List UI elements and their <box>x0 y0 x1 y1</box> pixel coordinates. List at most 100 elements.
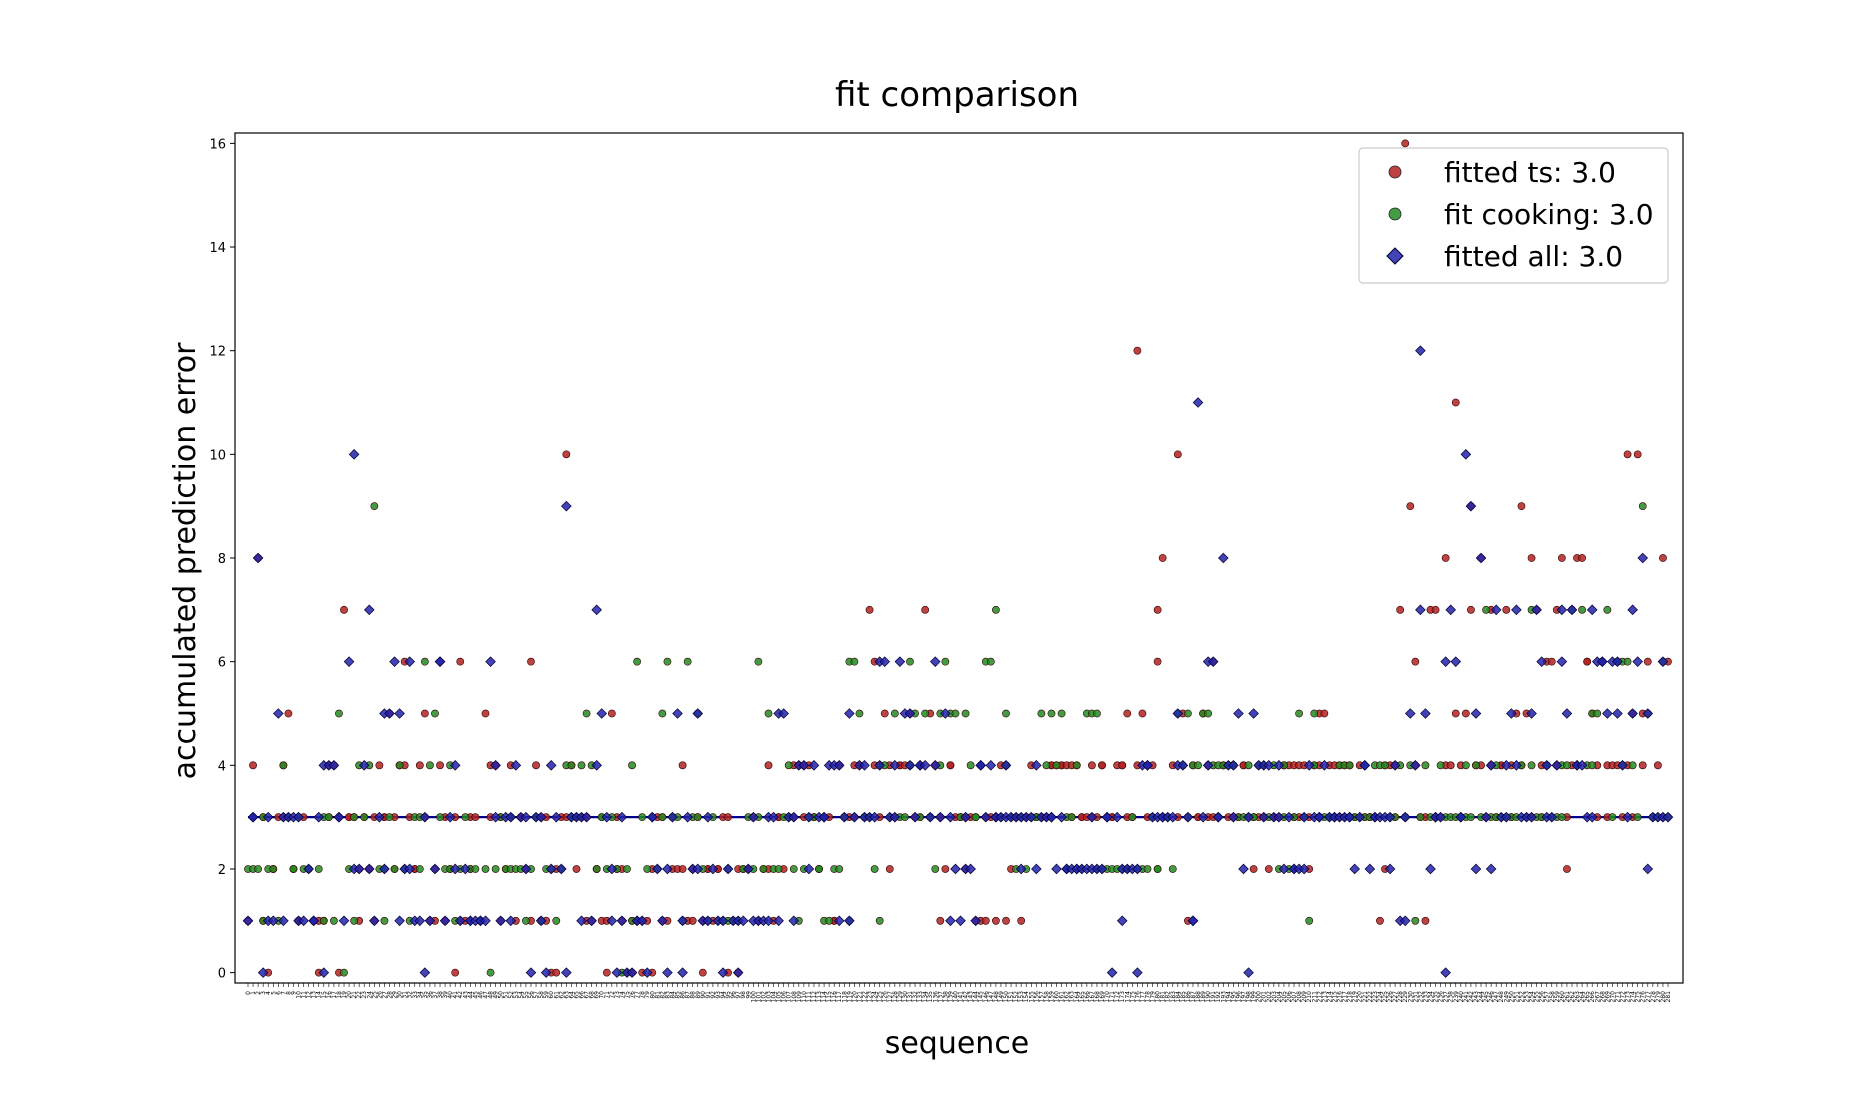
x-tick-label: 36 <box>427 991 434 999</box>
data-point <box>1133 346 1142 355</box>
data-point <box>491 865 500 873</box>
data-point <box>1399 811 1411 823</box>
data-point <box>490 811 501 823</box>
data-point <box>1612 656 1623 667</box>
data-point <box>764 709 773 718</box>
data-point <box>1184 709 1192 718</box>
data-point <box>611 967 623 978</box>
data-point <box>683 657 692 666</box>
x-tick-label: 139 <box>947 991 954 1003</box>
data-point <box>1415 604 1426 616</box>
x-tick-label: 116 <box>831 991 838 1003</box>
data-point <box>415 761 424 770</box>
data-point <box>552 968 561 977</box>
x-tick-label: 134 <box>922 991 929 1003</box>
data-point <box>1167 811 1179 823</box>
y-axis-ticks: 0 2 4 6 8 10 12 14 16 <box>209 137 235 982</box>
x-tick-label: 224 <box>1377 991 1384 1003</box>
data-point <box>1182 811 1194 823</box>
data-point <box>879 656 891 667</box>
data-point <box>702 915 714 927</box>
x-tick-label: 196 <box>1235 991 1242 1003</box>
data-point <box>461 813 470 822</box>
data-point <box>636 915 648 927</box>
data-point <box>267 915 279 927</box>
data-point <box>1411 916 1420 925</box>
data-point <box>870 865 879 873</box>
data-point <box>1531 604 1542 616</box>
data-point <box>1460 449 1472 460</box>
data-point <box>520 863 532 875</box>
data-point <box>875 916 884 925</box>
x-tick-label: 249 <box>1503 991 1510 1003</box>
data-point <box>1556 604 1568 616</box>
x-tick-label: 53 <box>513 991 520 999</box>
data-point <box>1421 761 1430 770</box>
data-point <box>384 708 395 719</box>
data-point <box>510 760 522 771</box>
data-point <box>358 760 370 771</box>
x-tick-label: 104 <box>771 991 778 1003</box>
x-tick-label: 256 <box>1539 991 1546 1003</box>
x-tick-label: 213 <box>1321 991 1328 1003</box>
data-point <box>1511 760 1522 771</box>
x-tick-label: 75 <box>624 991 631 999</box>
x-axis-ticks: 0123456789101112131415161718192021222324… <box>245 983 1672 1002</box>
data-point <box>561 500 572 512</box>
data-point <box>1364 863 1376 875</box>
data-point <box>505 811 517 823</box>
data-point <box>1002 916 1010 925</box>
data-point <box>894 656 906 667</box>
data-point <box>945 915 956 927</box>
data-point <box>616 811 628 823</box>
data-point <box>1435 811 1446 823</box>
data-point <box>1128 813 1137 822</box>
data-point <box>1628 761 1637 770</box>
data-point <box>556 863 567 875</box>
data-point <box>946 761 955 770</box>
data-point <box>404 863 416 875</box>
x-tick-label: 271 <box>1614 991 1621 1003</box>
data-point <box>1461 761 1470 770</box>
x-tick-label: 8 <box>285 991 292 995</box>
data-point <box>1172 708 1184 719</box>
data-point <box>1298 811 1310 823</box>
x-tick-label: 205 <box>1281 991 1288 1003</box>
data-point <box>1526 811 1537 823</box>
x-tick-label: 209 <box>1301 991 1308 1003</box>
data-point <box>616 915 628 927</box>
x-tick-label: 110 <box>801 991 808 1003</box>
x-tick-label: 218 <box>1347 991 1354 1003</box>
data-point <box>869 811 880 823</box>
x-tick-label: 206 <box>1286 991 1293 1003</box>
data-point <box>855 709 864 718</box>
x-tick-label: 270 <box>1609 991 1616 1003</box>
x-tick-label: 244 <box>1478 991 1485 1003</box>
data-point <box>1228 811 1239 823</box>
x-tick-label: 164 <box>1074 991 1081 1003</box>
data-point <box>768 811 779 823</box>
x-tick-label: 132 <box>912 991 919 1003</box>
data-point <box>490 760 501 771</box>
data-point <box>889 811 901 823</box>
data-point <box>1283 811 1295 823</box>
x-tick-label: 277 <box>1645 991 1652 1003</box>
data-point <box>859 760 870 771</box>
data-point <box>874 760 885 771</box>
data-point <box>1638 761 1647 770</box>
data-point <box>759 865 768 873</box>
data-point <box>692 863 704 875</box>
data-point <box>1557 554 1566 562</box>
x-tick-label: 40 <box>447 991 454 999</box>
y-tick-label: 6 <box>218 656 226 671</box>
x-tick-label: 172 <box>1114 991 1121 1003</box>
x-tick-label: 21 <box>351 991 358 999</box>
data-point <box>658 709 667 718</box>
data-point <box>1470 708 1482 719</box>
data-point <box>1662 811 1674 823</box>
data-point <box>1627 604 1638 616</box>
x-tick-label: 261 <box>1564 991 1571 1003</box>
data-point <box>414 915 426 927</box>
x-tick-label: 149 <box>998 991 1005 1003</box>
data-point <box>1015 863 1027 875</box>
